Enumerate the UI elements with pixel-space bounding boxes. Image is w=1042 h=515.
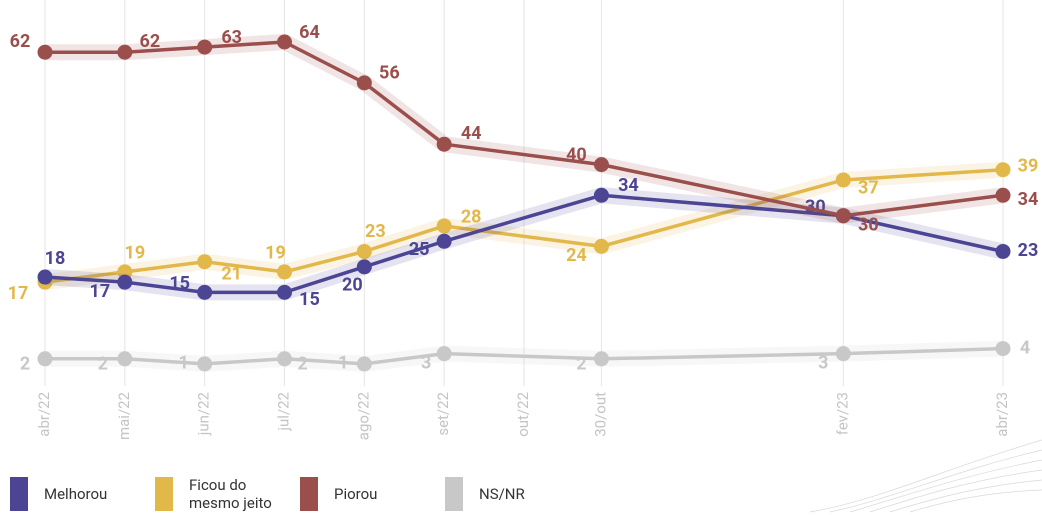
value-label: 19 (125, 243, 146, 264)
value-label: 17 (90, 281, 111, 302)
value-label: 44 (461, 123, 482, 144)
value-label: 1 (179, 353, 189, 374)
value-label: 17 (8, 283, 29, 304)
legend-item: Piorou (300, 476, 445, 512)
point (197, 254, 213, 270)
value-label: 2 (297, 354, 307, 375)
value-label: 37 (858, 178, 879, 199)
value-label: 20 (342, 275, 363, 296)
point (197, 39, 213, 55)
point (436, 136, 452, 152)
decoration (809, 439, 1042, 513)
point (277, 284, 292, 300)
legend-item: NS/NR (445, 476, 590, 512)
legend-label: Melhorou (44, 485, 108, 503)
point (356, 259, 372, 275)
point (197, 284, 213, 300)
value-label: 25 (409, 239, 430, 260)
legend-item: Melhorou (10, 476, 155, 512)
point (995, 187, 1011, 203)
x-tick-label: jul/22 (274, 392, 292, 432)
value-label: 15 (299, 289, 320, 310)
x-tick-label: 30/out (591, 392, 609, 437)
legend-label: NS/NR (479, 485, 525, 503)
value-label: 15 (169, 273, 190, 294)
x-tick-label: jun/22 (195, 392, 213, 436)
legend-label: Ficou do mesmo jeito (189, 476, 272, 512)
legend-swatch (155, 477, 173, 511)
point (356, 75, 372, 91)
point (593, 238, 609, 254)
value-label: 3 (421, 352, 431, 373)
point (835, 346, 851, 362)
point (356, 356, 372, 372)
point (117, 44, 133, 60)
value-label: 40 (566, 144, 587, 165)
point (995, 243, 1011, 259)
point (436, 233, 452, 249)
point (436, 218, 452, 234)
value-label: 2 (98, 354, 108, 375)
x-tick-label: fev/23 (833, 392, 851, 435)
value-label: 23 (365, 221, 386, 242)
point (995, 162, 1011, 178)
value-label: 63 (221, 27, 242, 48)
point (356, 243, 372, 259)
value-label: 2 (20, 354, 30, 375)
value-label: 2 (576, 354, 586, 375)
value-label: 62 (140, 31, 161, 52)
point (593, 351, 609, 367)
legend-swatch (10, 477, 28, 511)
value-label: 19 (265, 243, 286, 264)
point (995, 341, 1011, 357)
value-label: 3 (818, 352, 828, 373)
point (436, 346, 452, 362)
point (117, 351, 133, 367)
point (593, 187, 609, 203)
point (835, 208, 851, 224)
x-tick-label: abr/22 (35, 392, 53, 437)
value-label: 34 (618, 175, 639, 196)
legend-label: Piorou (334, 485, 378, 503)
value-label: 23 (1018, 240, 1039, 261)
point (277, 264, 292, 280)
legend-swatch (300, 477, 318, 511)
value-label: 28 (461, 207, 482, 228)
x-tick-label: abr/23 (993, 392, 1011, 437)
point (277, 351, 292, 367)
x-tick-label: ago/22 (354, 392, 372, 440)
point (835, 172, 851, 188)
value-label: 34 (1018, 189, 1039, 210)
x-tick-label: out/22 (514, 392, 532, 437)
value-label: 62 (10, 31, 31, 52)
value-label: 21 (221, 263, 242, 284)
point (117, 274, 133, 290)
point (37, 351, 53, 367)
legend: Melhorou Ficou do mesmo jeito Piorou NS/NR (10, 476, 590, 512)
value-label: 30 (858, 214, 879, 235)
value-label: 18 (45, 248, 66, 269)
value-label: 4 (1020, 337, 1030, 358)
point (197, 356, 213, 372)
point (37, 44, 53, 60)
x-tick-label: mai/22 (115, 392, 133, 440)
value-label: 24 (566, 245, 587, 266)
legend-item: Ficou do mesmo jeito (155, 476, 300, 512)
value-label: 39 (1018, 155, 1039, 176)
x-tick-label: set/22 (434, 392, 452, 436)
point (593, 157, 609, 173)
value-label: 56 (379, 63, 400, 84)
point (37, 269, 53, 285)
legend-swatch (445, 477, 463, 511)
value-label: 1 (338, 353, 348, 374)
point (277, 34, 292, 50)
value-label: 64 (299, 22, 320, 43)
